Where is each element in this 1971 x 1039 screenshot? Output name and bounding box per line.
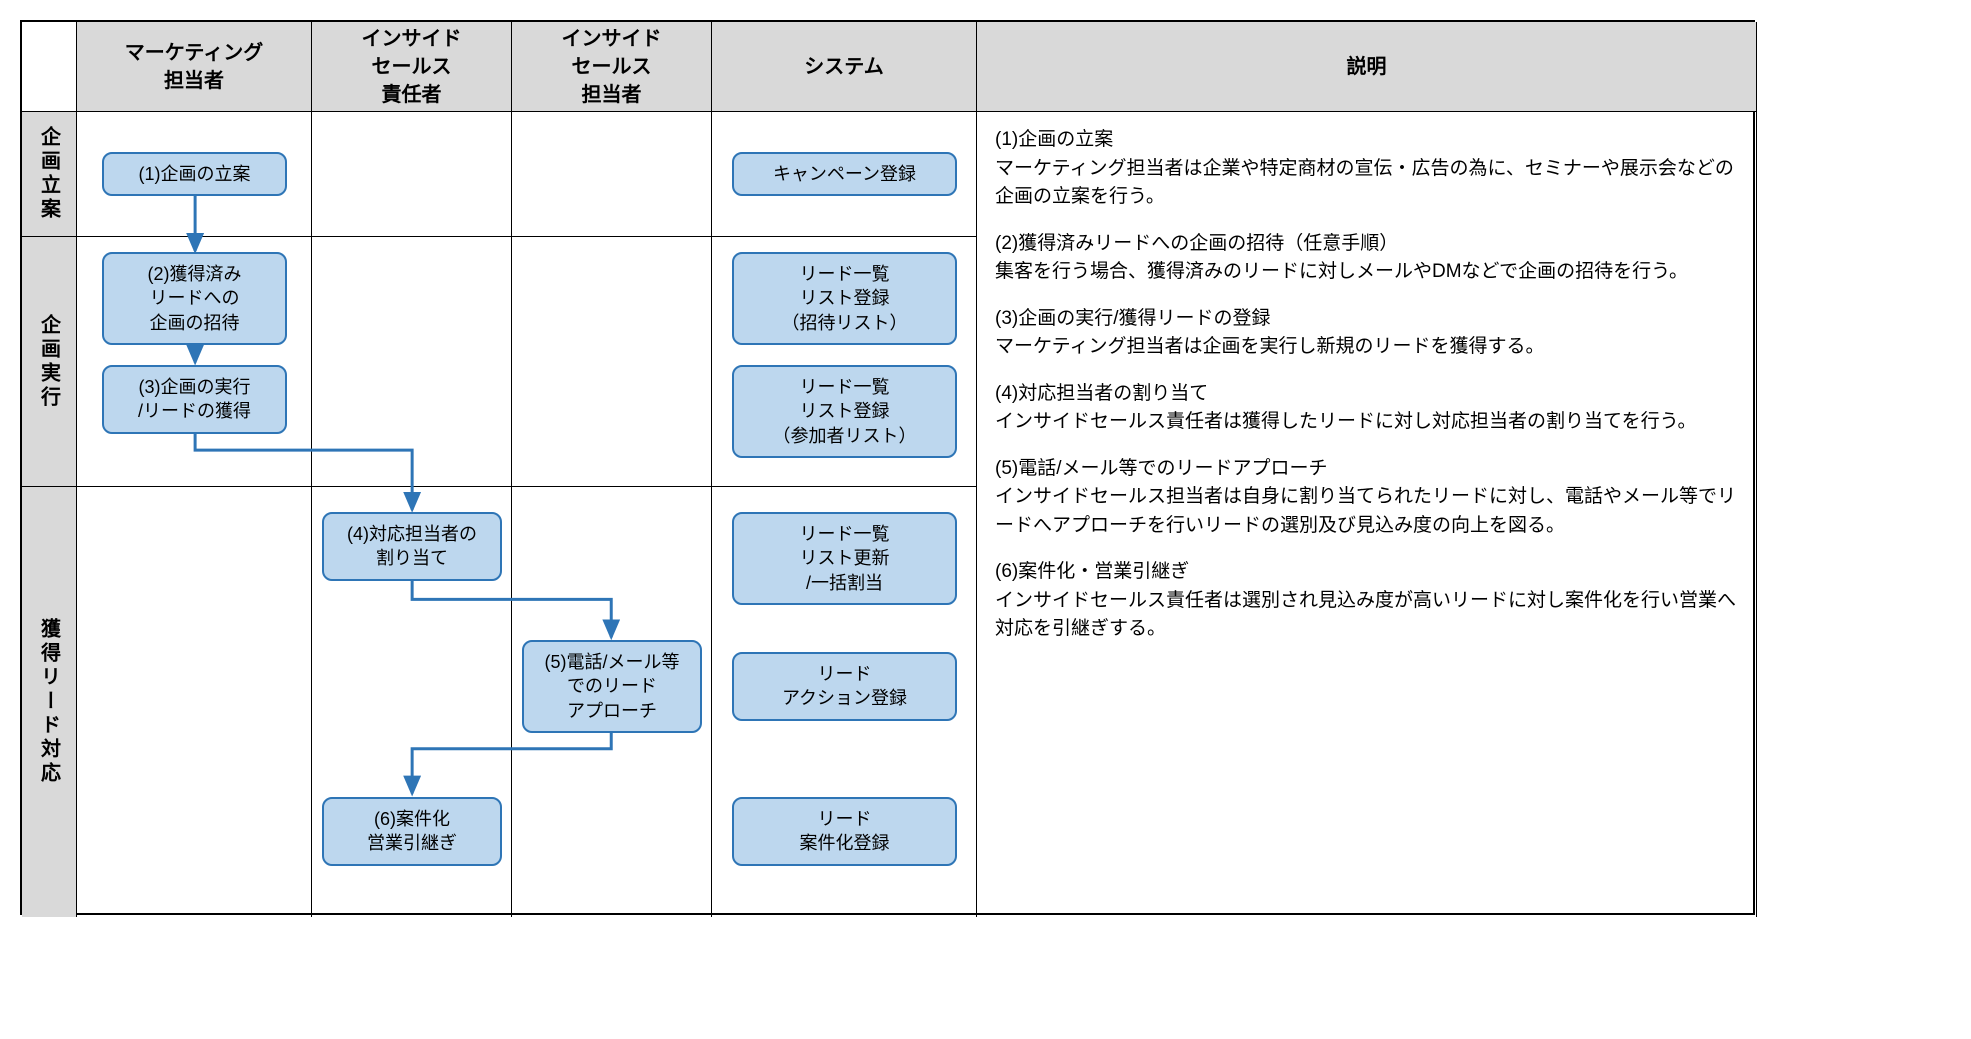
desc-4: (4)対応担当者の割り当て インサイドセールス責任者は獲得したリードに対し対応担… xyxy=(995,380,1738,437)
node-4-assign: (4)対応担当者の 割り当て xyxy=(322,512,502,581)
row-header-exec: 企画実行 xyxy=(22,237,77,487)
col-header-desc: 説明 xyxy=(977,22,1757,112)
system-6-opportunity: リード 案件化登録 xyxy=(732,797,957,866)
node-2-invite: (2)獲得済み リードへの 企画の招待 xyxy=(102,252,287,345)
col-header-marketing: マーケティング 担当者 xyxy=(77,22,312,112)
desc-6: (6)案件化・営業引継ぎ インサイドセールス責任者は選別され見込み度が高いリード… xyxy=(995,558,1738,644)
desc-2-title: (2)獲得済みリードへの企画の招待（任意手順） xyxy=(995,230,1738,259)
desc-6-body: インサイドセールス責任者は選別され見込み度が高いリードに対し案件化を行い営業へ対… xyxy=(995,587,1738,644)
desc-2-body: 集客を行う場合、獲得済みのリードに対しメールやDMなどで企画の招待を行う。 xyxy=(995,258,1738,287)
description-panel: (1)企画の立案 マーケティング担当者は企業や特定商材の宣伝・広告の為に、セミナ… xyxy=(977,112,1757,917)
row-header-lead: 獲得リード対応 xyxy=(22,487,77,917)
col-header-is-lead: インサイド セールス 責任者 xyxy=(312,22,512,112)
col-header-is-rep: インサイド セールス 担当者 xyxy=(512,22,712,112)
col-header-system: システム xyxy=(712,22,977,112)
desc-4-title: (4)対応担当者の割り当て xyxy=(995,380,1738,409)
node-1-plan: (1)企画の立案 xyxy=(102,152,287,196)
desc-1: (1)企画の立案 マーケティング担当者は企業や特定商材の宣伝・広告の為に、セミナ… xyxy=(995,126,1738,212)
desc-3: (3)企画の実行/獲得リードの登録 マーケティング担当者は企画を実行し新規のリー… xyxy=(995,305,1738,362)
lane-islead-plan xyxy=(312,112,512,237)
system-3-attend-list: リード一覧 リスト登録 （参加者リスト） xyxy=(732,365,957,458)
node-6-handoff: (6)案件化 営業引継ぎ xyxy=(322,797,502,866)
desc-3-body: マーケティング担当者は企画を実行し新規のリードを獲得する。 xyxy=(995,333,1738,362)
desc-1-title: (1)企画の立案 xyxy=(995,126,1738,155)
desc-1-body: マーケティング担当者は企業や特定商材の宣伝・広告の為に、セミナーや展示会などの企… xyxy=(995,155,1738,212)
node-5-approach: (5)電話/メール等 でのリード アプローチ xyxy=(522,640,702,733)
desc-5-body: インサイドセールス担当者は自身に割り当てられたリードに対し、電話やメール等でリー… xyxy=(995,483,1738,540)
desc-5: (5)電話/メール等でのリードアプローチ インサイドセールス担当者は自身に割り当… xyxy=(995,455,1738,541)
desc-5-title: (5)電話/メール等でのリードアプローチ xyxy=(995,455,1738,484)
desc-2: (2)獲得済みリードへの企画の招待（任意手順） 集客を行う場合、獲得済みのリード… xyxy=(995,230,1738,287)
desc-4-body: インサイドセールス責任者は獲得したリードに対し対応担当者の割り当てを行う。 xyxy=(995,408,1738,437)
desc-6-title: (6)案件化・営業引継ぎ xyxy=(995,558,1738,587)
swimlane-diagram: マーケティング 担当者 インサイド セールス 責任者 インサイド セールス 担当… xyxy=(20,20,1755,915)
lane-islead-exec xyxy=(312,237,512,487)
system-2-invite-list: リード一覧 リスト登録 （招待リスト） xyxy=(732,252,957,345)
corner-cell xyxy=(22,22,77,112)
lane-isrep-plan xyxy=(512,112,712,237)
row-header-plan: 企画立案 xyxy=(22,112,77,237)
system-1-campaign: キャンペーン登録 xyxy=(732,152,957,196)
system-4-bulk-assign: リード一覧 リスト更新 /一括割当 xyxy=(732,512,957,605)
node-3-execute: (3)企画の実行 /リードの獲得 xyxy=(102,365,287,434)
lane-marketing-lead xyxy=(77,487,312,917)
desc-3-title: (3)企画の実行/獲得リードの登録 xyxy=(995,305,1738,334)
system-5-action-reg: リード アクション登録 xyxy=(732,652,957,721)
lane-isrep-exec xyxy=(512,237,712,487)
